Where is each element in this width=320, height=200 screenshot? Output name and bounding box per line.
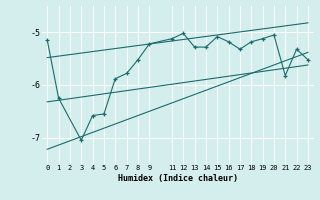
X-axis label: Humidex (Indice chaleur): Humidex (Indice chaleur): [118, 174, 237, 183]
